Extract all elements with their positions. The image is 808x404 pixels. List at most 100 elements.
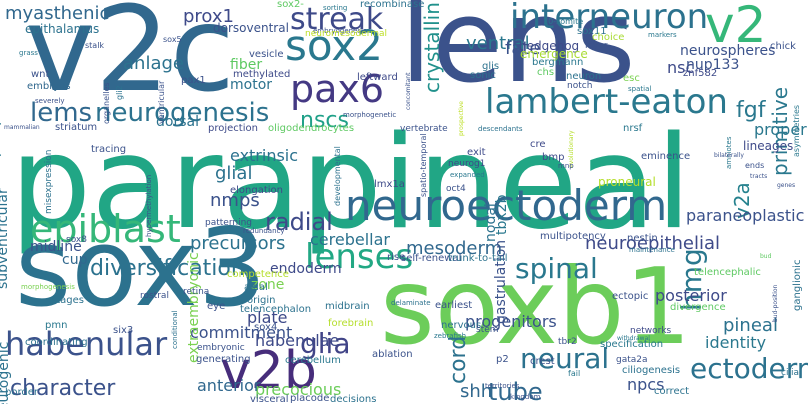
word-zone: zone [251, 277, 285, 293]
word-markers: markers [648, 31, 677, 39]
word-bud: bud [760, 253, 772, 260]
word-sox11: sox11 [577, 26, 607, 37]
word-multipotency: multipotency [540, 231, 606, 242]
word-neuroepithelial: neuroepithelial [585, 233, 720, 254]
word-pax1: pax1 [181, 75, 206, 86]
word-interneuron: interneuron [510, 0, 709, 37]
word-shh: shh [460, 381, 493, 402]
word-divergence: divergence [670, 302, 726, 313]
word-decisions: decisions [330, 394, 377, 404]
word-coordinating: coordinating [25, 337, 88, 348]
word-neuron: neuron [566, 71, 602, 82]
word-soxb1: soxb1 [380, 246, 692, 368]
word-pmn: pmn [45, 320, 68, 331]
word-ectopic: ectopic [612, 291, 649, 302]
word-nsc: nsc [667, 58, 695, 77]
word-dorsoventral: dorsoventral [213, 21, 289, 35]
word-progenitors: progenitors [465, 312, 557, 331]
word-stem: stem [476, 325, 499, 335]
word-crystallin: crystallin [420, 2, 444, 93]
word-tube: tube [488, 378, 543, 404]
word-competence: competence [227, 269, 289, 280]
word-proneural: proneural [598, 175, 656, 189]
word-identity: identity [705, 333, 767, 352]
word-choice: choice [592, 32, 625, 43]
word-fail: fail [568, 369, 581, 378]
word-myasthenic: myasthenic [5, 3, 110, 24]
word-anlage: anlage [123, 53, 184, 74]
word-ganglionic: ganglionic [792, 259, 803, 311]
word-midline: midline [30, 239, 82, 255]
word-nup133: nup133 [686, 57, 740, 73]
word-bmp: bmp [542, 152, 565, 163]
word-neuroectoderm: neuroectoderm [345, 181, 668, 230]
word-spatial: spatial [628, 85, 652, 93]
word-kingdom: kingdom [510, 393, 541, 401]
word-neuromesodermal: neuromesodermal [305, 29, 388, 39]
word-extrinsic: extrinsic [230, 146, 299, 165]
word-hedgehog: hedgehog [519, 39, 580, 53]
word-midbrain: midbrain [325, 301, 370, 312]
word-cord: cord [446, 335, 471, 384]
word-stalk: stalk [85, 41, 105, 50]
word-commitment: commitment [190, 323, 293, 342]
word-anterior: anterior [197, 376, 261, 395]
word-pluripotent: pluripotent [0, 79, 2, 157]
word-ablation: ablation [372, 349, 413, 360]
word-lems: lems [30, 98, 93, 128]
word-precursors: precursors [190, 233, 286, 254]
word-dorsal: dorsal [156, 114, 199, 130]
word-misexpression: misexpression [44, 149, 54, 214]
word-withdrawal: withdrawal [617, 335, 650, 342]
word-epithalamus: epithalamus [25, 22, 100, 36]
word-paraneoplastic: paraneoplastic [686, 206, 805, 225]
word-nmps: nmps [210, 190, 260, 211]
word-mesoderm: mesoderm [406, 238, 503, 259]
word-embryonic: embryonic [197, 343, 245, 353]
word-ventricular: ventricular [157, 80, 166, 124]
word-v2c: v2c [25, 0, 235, 118]
word-territories: territories [485, 382, 520, 390]
word-neural: neural [520, 342, 610, 375]
word-nrsf: nrsf [623, 123, 643, 134]
word-gata2a: gata2a [616, 355, 648, 365]
word-tracing: tracing [91, 144, 127, 155]
word-cerebellar: cerebellar [310, 230, 390, 249]
word-visceral: visceral [250, 394, 289, 404]
word-axial: axial [244, 282, 268, 293]
word-neurogenesis: neurogenesis [95, 98, 270, 128]
word-sox8: sox8 [66, 235, 87, 245]
word-zebrafish: zebrafish [434, 332, 467, 340]
word-diversification: diversification [90, 256, 245, 281]
word-vesicle: vesicle [249, 49, 284, 60]
word-recombinase: recombinase [360, 0, 425, 10]
word-morphogenesis: morphogenesis [21, 283, 75, 291]
word-oct4: oct4 [446, 184, 466, 194]
word-embryos: embryos [27, 81, 71, 92]
word-ends: ends [745, 161, 765, 170]
word-placode: placode [290, 393, 330, 404]
word-prospective: prospective [458, 100, 465, 136]
word-habenulae: habenulae [255, 331, 340, 350]
word-spatio-temporal: spatio-temporal [419, 133, 428, 197]
word-vertebrate: vertebrate [400, 124, 448, 134]
word-tbr2: tbr2 [558, 337, 577, 347]
word-streak: streak [290, 2, 384, 37]
word-sox2-: sox2- [277, 0, 304, 10]
word-networks: networks [630, 326, 672, 336]
word-lineages: lineages [743, 139, 794, 153]
word-genes: genes [777, 182, 796, 189]
word-plate: plate [247, 308, 288, 327]
word-nervous: nervous [441, 320, 482, 331]
word-10-somite: 10-somite [543, 17, 584, 26]
word-sonic: sonic [470, 70, 496, 81]
word-glia: glia [300, 327, 351, 360]
word-striatum: striatum [55, 122, 98, 133]
word-sox2: sox2 [285, 21, 383, 70]
word-ventral: ventral [466, 33, 530, 54]
word-severely: severely [35, 97, 65, 105]
word-habenular: habenular [5, 325, 168, 363]
word-p2: p2 [496, 354, 509, 365]
word-cup: cup [62, 252, 88, 268]
